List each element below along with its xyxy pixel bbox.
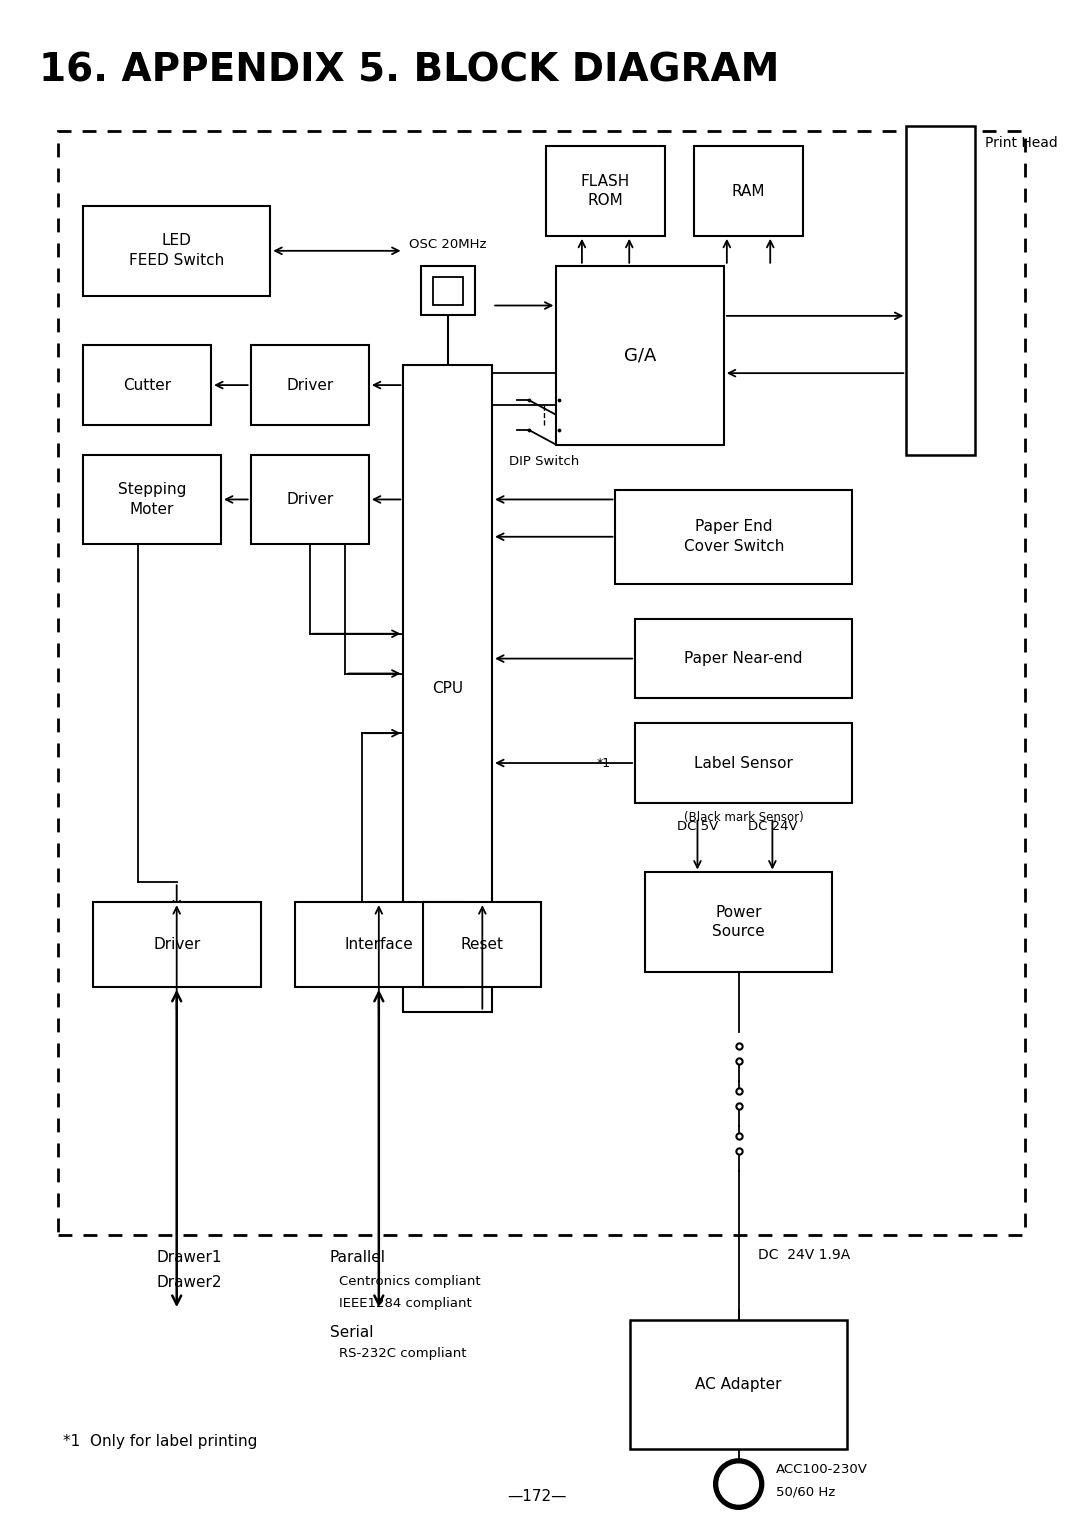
- FancyBboxPatch shape: [93, 903, 260, 987]
- Text: OSC 20MHz: OSC 20MHz: [409, 238, 487, 251]
- FancyBboxPatch shape: [694, 146, 802, 236]
- Circle shape: [714, 1459, 764, 1508]
- Text: Cutter: Cutter: [123, 377, 172, 392]
- FancyBboxPatch shape: [433, 276, 462, 305]
- Text: Driver: Driver: [286, 377, 334, 392]
- Text: *1: *1: [596, 756, 610, 770]
- FancyBboxPatch shape: [251, 455, 369, 544]
- Text: Interface: Interface: [345, 937, 414, 952]
- Text: Centronics compliant: Centronics compliant: [339, 1275, 481, 1288]
- Text: Power: Power: [715, 904, 761, 920]
- FancyBboxPatch shape: [631, 1320, 847, 1449]
- FancyBboxPatch shape: [404, 365, 492, 1012]
- Text: FLASH: FLASH: [581, 173, 631, 189]
- Text: Serial: Serial: [329, 1325, 373, 1340]
- FancyBboxPatch shape: [83, 345, 212, 425]
- FancyBboxPatch shape: [645, 872, 833, 972]
- Text: DIP Switch: DIP Switch: [509, 455, 579, 468]
- FancyBboxPatch shape: [556, 265, 724, 445]
- Text: Cover Switch: Cover Switch: [684, 540, 784, 553]
- Text: Stepping: Stepping: [118, 481, 186, 497]
- Text: Paper End: Paper End: [696, 520, 772, 535]
- Text: Label Sensor: Label Sensor: [694, 756, 793, 771]
- Text: —172—: —172—: [507, 1489, 566, 1504]
- FancyBboxPatch shape: [295, 903, 462, 987]
- Text: DC 5V: DC 5V: [677, 820, 718, 832]
- FancyBboxPatch shape: [635, 619, 852, 699]
- FancyBboxPatch shape: [83, 455, 221, 544]
- Text: Print Head: Print Head: [985, 136, 1058, 150]
- Text: Reset: Reset: [461, 937, 504, 952]
- FancyBboxPatch shape: [906, 127, 975, 455]
- Text: CPU: CPU: [432, 681, 463, 696]
- Text: Moter: Moter: [130, 501, 174, 517]
- Text: Driver: Driver: [153, 937, 200, 952]
- Text: FEED Switch: FEED Switch: [130, 253, 225, 268]
- Text: Drawer1: Drawer1: [157, 1251, 222, 1265]
- Text: RAM: RAM: [732, 184, 766, 199]
- FancyBboxPatch shape: [635, 724, 852, 803]
- Text: 50/60 Hz: 50/60 Hz: [777, 1485, 836, 1499]
- Text: DC  24V 1.9A: DC 24V 1.9A: [758, 1248, 851, 1262]
- Text: ACC100-230V: ACC100-230V: [777, 1462, 868, 1476]
- Text: RS-232C compliant: RS-232C compliant: [339, 1348, 467, 1360]
- FancyBboxPatch shape: [83, 205, 270, 296]
- Text: *1  Only for label printing: *1 Only for label printing: [64, 1435, 258, 1449]
- Text: (Black mark Sensor): (Black mark Sensor): [684, 811, 804, 823]
- Text: Paper Near-end: Paper Near-end: [685, 652, 802, 667]
- Text: 16. APPENDIX 5. BLOCK DIAGRAM: 16. APPENDIX 5. BLOCK DIAGRAM: [39, 52, 779, 90]
- Circle shape: [719, 1464, 758, 1504]
- Text: IEEE1284 compliant: IEEE1284 compliant: [339, 1297, 472, 1311]
- FancyBboxPatch shape: [616, 489, 852, 584]
- Text: LED: LED: [162, 233, 191, 248]
- Text: Parallel: Parallel: [329, 1251, 386, 1265]
- Text: G/A: G/A: [624, 346, 657, 365]
- Text: AC Adapter: AC Adapter: [696, 1377, 782, 1392]
- Text: Drawer2: Drawer2: [157, 1275, 222, 1291]
- FancyBboxPatch shape: [423, 903, 541, 987]
- Text: ROM: ROM: [588, 193, 623, 208]
- FancyBboxPatch shape: [546, 146, 664, 236]
- FancyBboxPatch shape: [421, 265, 475, 316]
- Text: Driver: Driver: [286, 492, 334, 507]
- Text: DC 24V: DC 24V: [747, 820, 797, 832]
- FancyBboxPatch shape: [251, 345, 369, 425]
- Text: Source: Source: [713, 924, 765, 940]
